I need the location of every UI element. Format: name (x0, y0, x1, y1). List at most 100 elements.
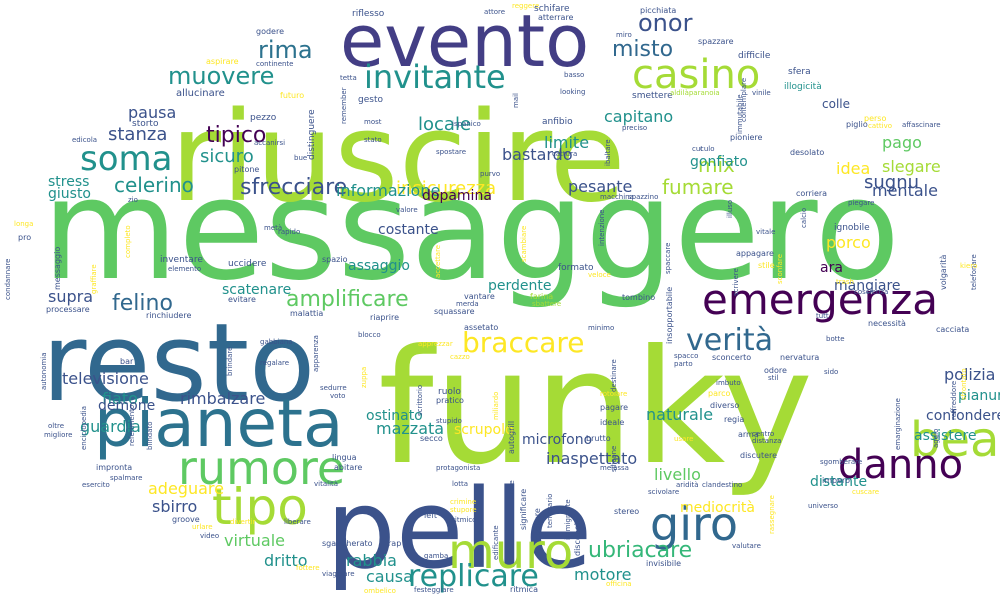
word: messaggio (53, 247, 62, 290)
word: corriera (796, 189, 827, 198)
word: left (424, 511, 437, 520)
word: spazzino (628, 193, 658, 201)
word: diverso (710, 401, 739, 410)
word: costante (378, 222, 439, 238)
word: sugnu (864, 172, 919, 193)
word: scambiare (520, 226, 528, 262)
word: cuscare (852, 488, 879, 496)
word: stato (364, 136, 382, 144)
word: mangiare (834, 278, 901, 294)
word: metà (264, 224, 282, 232)
word: televisione (62, 369, 149, 388)
word: emarginazione (894, 398, 902, 450)
word: veloce (588, 271, 611, 279)
word: ideale (600, 418, 624, 427)
word: valore (396, 206, 418, 214)
word: tipo (212, 478, 308, 536)
word: scrupolo (454, 422, 514, 438)
word: botte (826, 335, 845, 343)
word: picchiata (640, 6, 676, 15)
word: preciso (622, 124, 647, 132)
word: distinguere (307, 109, 317, 160)
word: accanirsi (254, 139, 285, 147)
word: fottere (296, 564, 320, 572)
word: distanza (752, 437, 781, 445)
word: tombino (622, 293, 655, 302)
word: scatenare (222, 282, 291, 298)
word: discutere (740, 451, 777, 460)
word: mail (512, 93, 520, 108)
word: dritto (264, 551, 308, 570)
word: immutabile (736, 94, 744, 134)
word: most (364, 118, 382, 126)
word: zuppa (360, 367, 368, 388)
word: porco (826, 233, 871, 252)
word: discepolo (573, 518, 582, 556)
word: cattivo (868, 122, 892, 130)
word: necessità (868, 319, 906, 328)
word: migliore (44, 431, 72, 439)
word: pro (18, 233, 31, 242)
word: stil (768, 374, 778, 382)
word: stress (48, 174, 89, 190)
word: emergenza (702, 275, 938, 324)
word: naturale (646, 405, 713, 424)
word: trash (836, 278, 854, 286)
word: sido (824, 368, 838, 376)
word: pianeta (94, 385, 343, 462)
word: universo (808, 502, 838, 510)
word: cut (692, 145, 703, 153)
word: rapido (278, 228, 300, 236)
word: kiero (960, 262, 977, 270)
word: minimo (588, 324, 614, 332)
word: atterrare (538, 13, 574, 22)
word: pago (882, 133, 922, 152)
word: dopamina (422, 188, 492, 204)
word: sfera (788, 67, 811, 77)
word: bastardo (502, 145, 573, 164)
word: sicuro (200, 146, 254, 167)
word: confondere (926, 408, 1000, 424)
word: futuro (280, 91, 304, 100)
word: spazio (322, 255, 348, 264)
word: polizia (944, 365, 995, 384)
word: nervatura (780, 353, 819, 362)
word: rima (258, 36, 313, 64)
word: reggere (512, 2, 539, 10)
word: funky (378, 316, 813, 500)
word: processare (46, 305, 90, 314)
word: gesto (358, 95, 383, 105)
word: riflesso (352, 9, 385, 19)
word: mentale (872, 181, 938, 200)
word: muro (448, 524, 573, 580)
word: perso (864, 114, 886, 123)
word: sgomberare (820, 458, 862, 466)
word: scrittorio (416, 385, 424, 416)
word: enciclopedia (80, 406, 88, 450)
word: culo (700, 145, 715, 153)
word: coscienza (854, 288, 888, 296)
word: aggio (932, 429, 940, 448)
word: godere (256, 27, 284, 36)
word: zio (128, 196, 138, 204)
word: parco (708, 389, 730, 398)
word: desolato (790, 148, 824, 157)
word: merda (456, 300, 479, 308)
word: affascinare (902, 121, 941, 129)
word: condannare (4, 259, 12, 301)
word: braccare (462, 326, 585, 359)
word: limite (544, 133, 589, 152)
word: bue (294, 154, 307, 162)
word: sconcerto (712, 353, 751, 362)
word: assistere (914, 428, 977, 444)
word: messaggero (42, 149, 900, 312)
word: destinare (610, 359, 618, 392)
word: onor (638, 9, 693, 37)
words-layer: messaggero riuscire funky resto pelle ev… (4, 0, 1000, 595)
word: lotta (452, 480, 468, 488)
word: distante (810, 474, 867, 490)
word: sfrecciare (240, 175, 347, 200)
word: completo (124, 225, 132, 258)
word: spostare (436, 148, 466, 156)
